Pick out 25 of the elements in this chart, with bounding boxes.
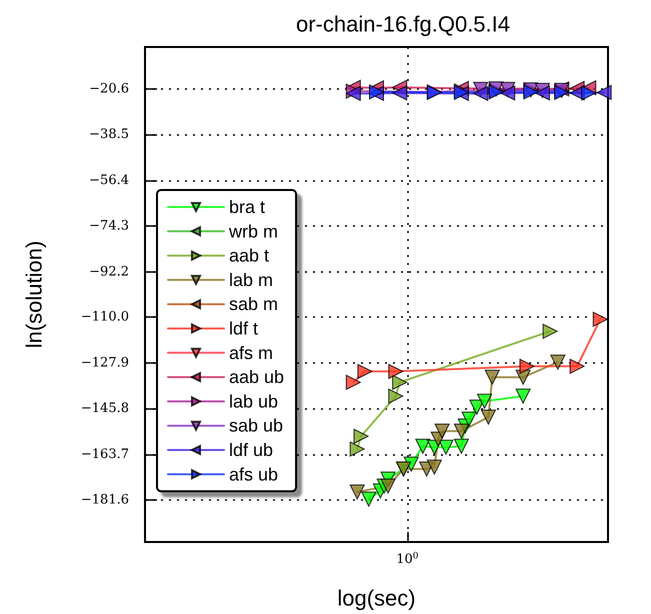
y-tick-label: −38.5	[89, 127, 129, 142]
legend-label: lab ub	[229, 391, 278, 412]
y-tick-label: −20.6	[89, 81, 129, 96]
y-axis-title: ln(solution)	[22, 240, 46, 348]
legend-label: ldf ub	[229, 440, 274, 460]
legend-label: sab m	[229, 294, 278, 314]
legend-label: afs m	[229, 342, 274, 363]
y-tick-label: −110.0	[80, 310, 129, 325]
legend-label: bra t	[229, 197, 266, 217]
y-tick-label: −145.8	[80, 401, 129, 416]
legend-label: aab ub	[229, 367, 284, 388]
y-tick-label: −56.4	[89, 172, 129, 188]
legend-label: lab m	[229, 270, 274, 290]
y-tick-label: −127.9	[80, 355, 129, 370]
y-tick-label: −163.7	[80, 446, 129, 462]
legend-label: aab t	[229, 246, 270, 266]
x-axis-title: log(sec)	[337, 586, 416, 610]
legend-label: afs ub	[229, 464, 278, 484]
legend-label: sab ub	[229, 416, 284, 436]
y-tick-label: −74.3	[89, 218, 129, 234]
legend-label: ldf t	[229, 318, 258, 338]
chart-title: or-chain-16.fg.Q0.5.I4	[296, 12, 510, 36]
y-tick-label: −181.6	[80, 492, 129, 508]
y-tick-label: −92.2	[89, 264, 129, 280]
legend-label: wrb m	[228, 221, 278, 242]
